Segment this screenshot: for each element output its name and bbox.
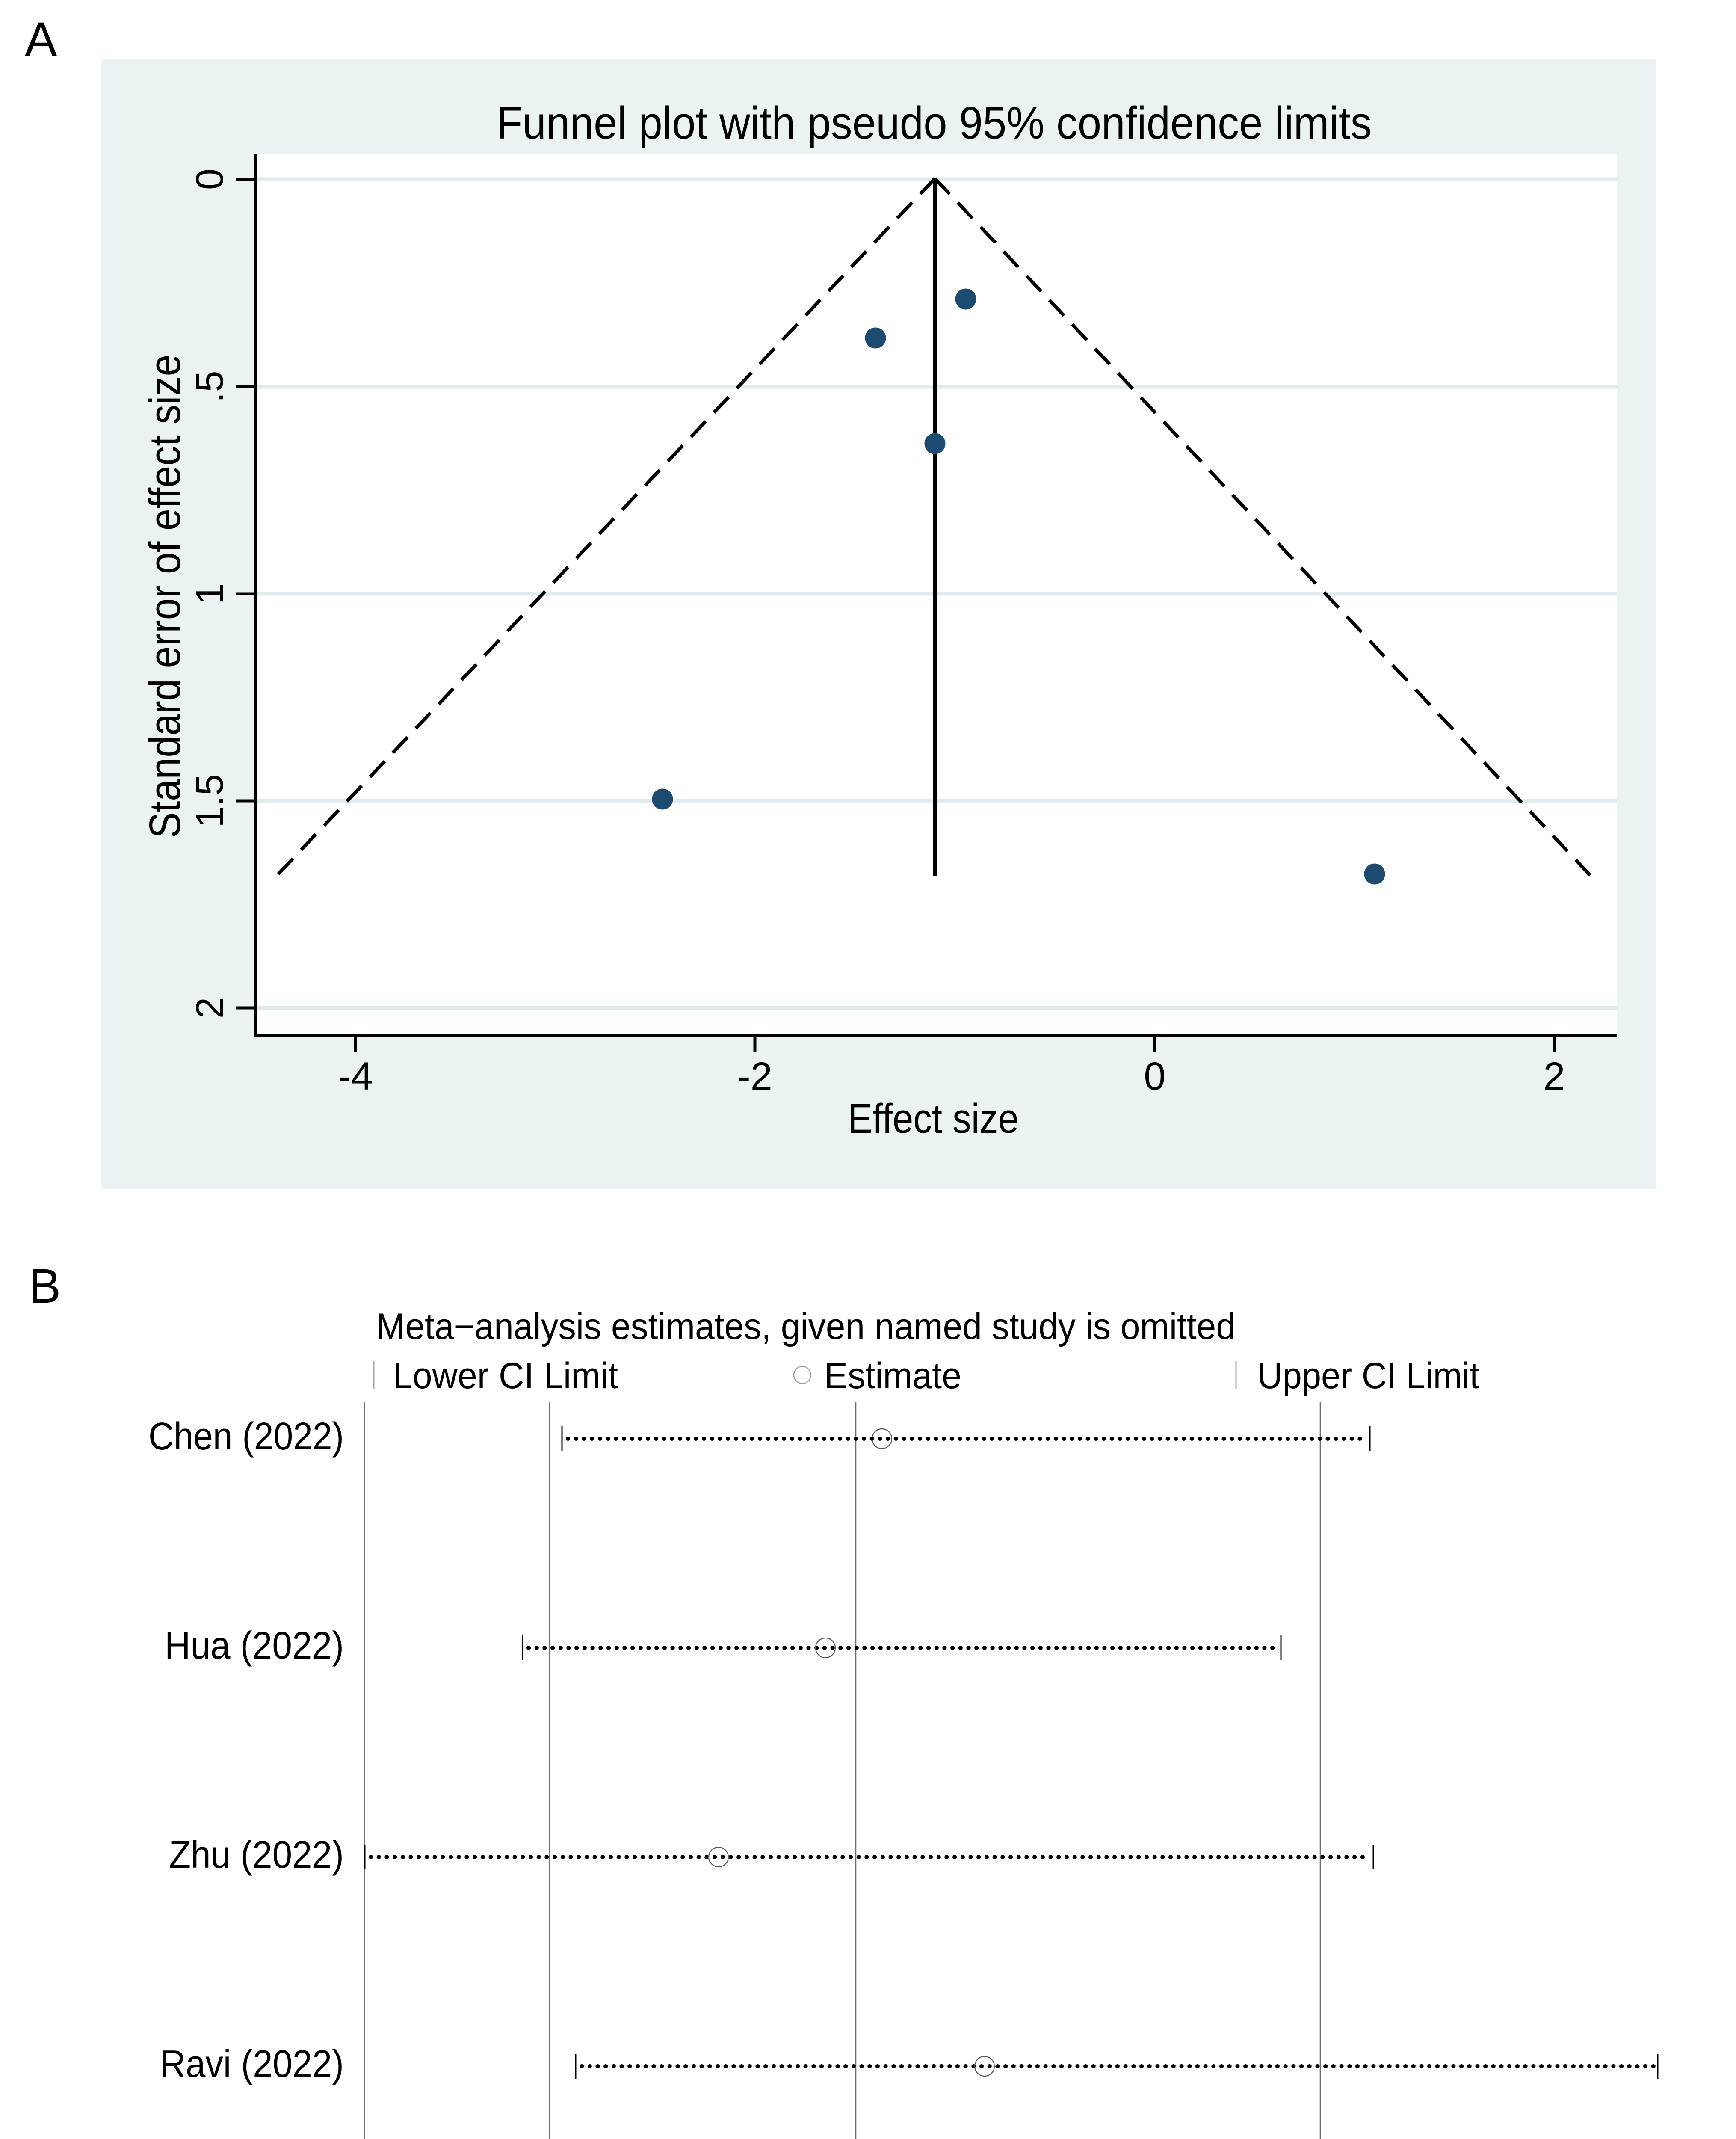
svg-text:1: 1 [189, 583, 231, 604]
svg-text:Funnel plot with pseudo 95% co: Funnel plot with pseudo 95% confidence l… [497, 97, 1372, 148]
svg-text:.5: .5 [189, 370, 231, 403]
svg-text:Estimate: Estimate [824, 1355, 961, 1396]
svg-text:Upper CI Limit: Upper CI Limit [1257, 1355, 1479, 1396]
svg-text:1.5: 1.5 [189, 774, 231, 827]
svg-text:Meta−analysis estimates, given: Meta−analysis estimates, given named stu… [376, 1306, 1236, 1347]
svg-text:A: A [25, 12, 57, 66]
svg-text:Zhu (2022): Zhu (2022) [169, 1834, 344, 1876]
svg-text:0: 0 [189, 169, 231, 190]
svg-text:Effect size: Effect size [848, 1095, 1019, 1142]
svg-text:-2: -2 [737, 1055, 772, 1098]
svg-text:-4: -4 [338, 1055, 373, 1098]
svg-text:B: B [29, 1259, 61, 1313]
svg-text:Hua (2022): Hua (2022) [165, 1624, 344, 1667]
svg-text:2: 2 [1543, 1055, 1565, 1098]
svg-text:Lower CI Limit: Lower CI Limit [393, 1355, 618, 1396]
svg-text:Standard error of effect size: Standard error of effect size [140, 355, 189, 838]
svg-text:Chen (2022): Chen (2022) [148, 1415, 344, 1458]
svg-text:2: 2 [189, 997, 231, 1019]
svg-text:Ravi (2022): Ravi (2022) [160, 2043, 344, 2086]
svg-text:0: 0 [1144, 1055, 1165, 1098]
